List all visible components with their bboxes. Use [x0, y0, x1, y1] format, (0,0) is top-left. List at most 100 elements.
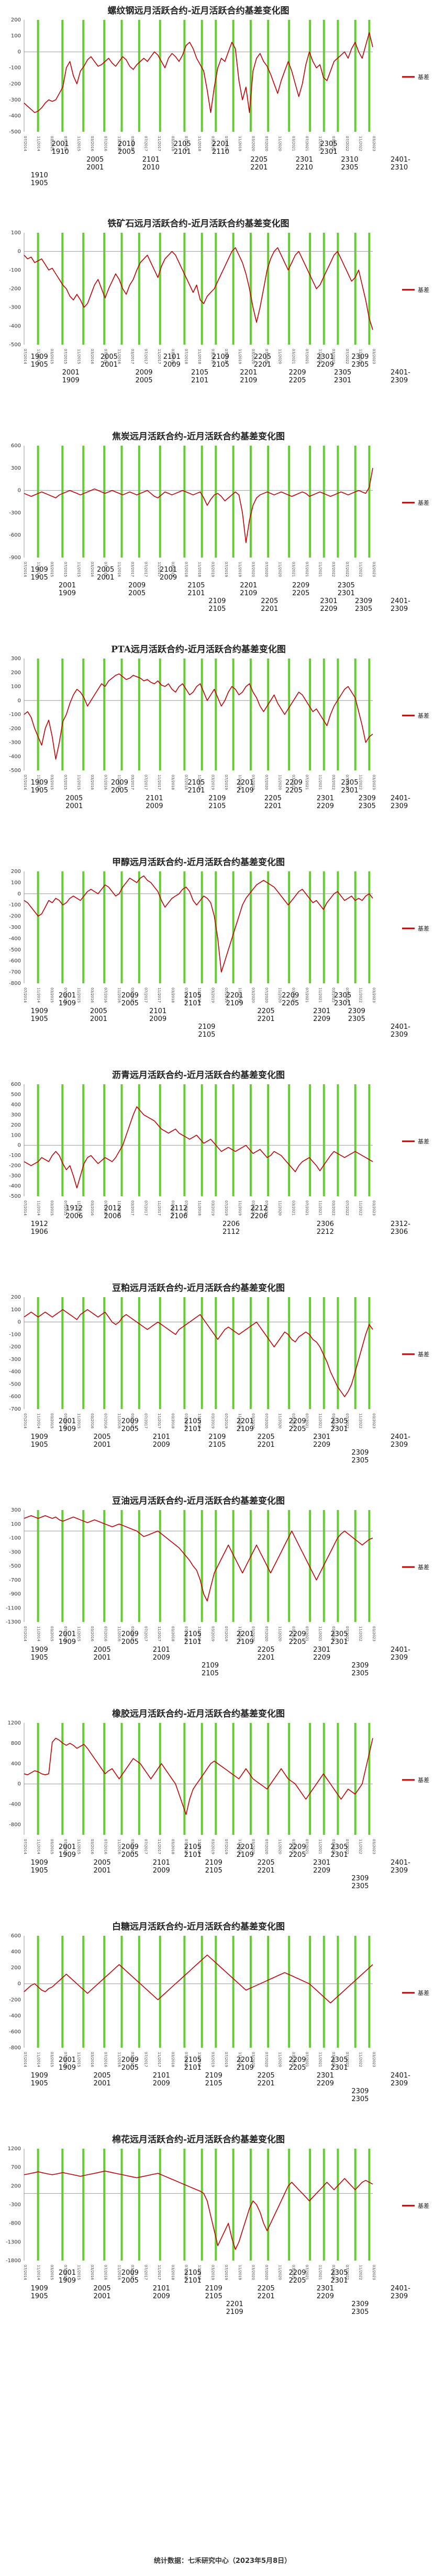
x-tick-label: 07/2017 — [144, 136, 148, 151]
contract-code: 2101 — [187, 589, 205, 597]
x-tick-label: 03/2019 — [211, 136, 215, 151]
contract-code: 2109 — [205, 2285, 222, 2293]
contract-pair-label: 2009 2005 — [121, 992, 139, 1007]
y-tick-label: -1100 — [6, 1605, 21, 1611]
x-tick-label: 03/2017 — [130, 562, 135, 577]
contract-code: 2109 — [208, 795, 226, 802]
contract-code: 2205 — [288, 2064, 306, 2072]
x-tick-label: 03/2016 — [90, 562, 94, 577]
y-tick-label: -100 — [9, 267, 21, 273]
contract-code: 2009 — [128, 582, 146, 589]
x-tick-label: 11/2021 — [318, 1626, 322, 1641]
chart-svg: 螺纹钢远月活跃合约-近月活跃合约基差变化图 200 100 0 -100 -200 -300… — [9, 5, 429, 187]
contract-window-band — [368, 1510, 371, 1622]
contract-window-band — [232, 446, 235, 558]
x-tick-label: 07/2015 — [63, 775, 68, 790]
contract-code: 2309 — [391, 802, 408, 810]
contract-code: 2205 — [282, 1000, 299, 1007]
y-tick-label: -500 — [9, 1194, 21, 1199]
contract-window-band — [61, 20, 64, 132]
y-tick-label: 300 — [11, 1507, 21, 1513]
x-tick-label: 07/2020 — [264, 988, 269, 1003]
contract-window-band — [201, 446, 203, 558]
contract-code: 1905 — [31, 179, 48, 187]
x-tick-label: 07/2022 — [345, 1413, 349, 1428]
contract-pair-label: 2401-2309 — [391, 795, 410, 810]
contract-window-band — [354, 2149, 357, 2261]
contract-code: 2301 — [313, 1646, 330, 1654]
x-tick-label: 03/2017 — [130, 2265, 135, 2280]
x-tick-label: 11/2018 — [197, 988, 202, 1003]
contract-code: 2305 — [334, 369, 351, 377]
contract-window-band — [215, 1510, 217, 1622]
contract-window-band — [82, 2149, 85, 2261]
contract-code: 2305 — [330, 1417, 348, 1425]
contract-pair-label: 2401-2309 — [391, 1859, 410, 1875]
y-tick-label: 100 — [11, 684, 21, 690]
contract-code: 2109 — [240, 377, 257, 384]
contract-code: 1909 — [31, 1859, 48, 1867]
contract-pair-label: 2201 2109 — [226, 992, 243, 1007]
x-tick-label: 03/2021 — [291, 1413, 295, 1428]
contract-code: 2305 — [341, 779, 358, 787]
contract-window-band — [322, 1936, 325, 2048]
contract-window-band — [61, 1084, 64, 1196]
contract-pair-label: 2109 2105 — [208, 1433, 226, 1449]
contract-window-band — [288, 1936, 291, 2048]
contract-window-band — [120, 1084, 123, 1196]
contract-code: 2009 — [121, 992, 139, 1000]
y-tick-label: -200 — [9, 81, 21, 87]
contract-window-band — [215, 233, 217, 345]
x-tick-label: 03/2021 — [291, 1839, 295, 1854]
x-tick-label: 07/2015 — [63, 2265, 68, 2280]
contract-code: 2109 — [237, 1425, 254, 1433]
x-tick-label: 11/2017 — [157, 562, 161, 577]
contract-code: 2009 — [149, 1015, 166, 1023]
contract-code: 2001 — [59, 1843, 76, 1851]
contract-window-band — [183, 1084, 186, 1196]
y-tick-label: -200 — [9, 286, 21, 292]
contract-window-band — [120, 2149, 123, 2261]
contract-code: 2210 — [296, 164, 313, 172]
x-tick-label: 11/2019 — [238, 2052, 242, 2067]
contract-code: 2109 — [237, 1851, 254, 1859]
contract-pair-label: 2305 2301 — [330, 1843, 348, 1859]
contract-code: 2001 — [52, 140, 69, 148]
contract-code: 2301 — [330, 1425, 348, 1433]
contract-pair-label: 2005 2001 — [94, 1859, 111, 1875]
contract-pair-label: 1910 1905 — [31, 172, 48, 187]
x-tick-label: 11/2022 — [358, 1839, 362, 1854]
chart-panel: 甲醇远月活跃合约-近月活跃合约基差变化图 200 100 0 -100 -200 -300 -… — [0, 854, 445, 1050]
y-tick-label: 300 — [11, 1112, 21, 1118]
contract-code: 2305 — [330, 1630, 348, 1638]
x-tick-label: 07/2014 — [23, 988, 27, 1003]
contract-pair-label: 2105 2101 — [184, 1630, 202, 1646]
chart-title: PTA远月活跃合约-近月活跃合约基差变化图 — [111, 644, 286, 655]
contract-code: 2105 — [174, 140, 191, 148]
contract-pair-label: 1909 1905 — [31, 353, 48, 369]
contract-pair-label: 2301 2209 — [313, 1646, 330, 1662]
contract-pair-label: 2201 2109 — [237, 1843, 254, 1859]
y-tick-label: -700 — [9, 1578, 21, 1583]
basis-series-line — [24, 1738, 373, 1815]
contract-code: 2109 — [198, 1023, 215, 1031]
contract-code: 2009 — [121, 1417, 139, 1425]
contract-window-band — [354, 659, 357, 770]
contract-pair-label: 2209 2205 — [288, 1630, 306, 1646]
x-tick-label: 03/2022 — [331, 1413, 336, 1428]
chart-svg: 铁矿石远月活跃合约-近月活跃合约基差变化图 100 0 -100 -200 -300 -40… — [9, 218, 429, 384]
contract-code: 2201 — [237, 1630, 254, 1638]
contract-window-band — [103, 871, 106, 983]
y-tick-label: 1200 — [8, 1720, 21, 1726]
y-tick-label: -600 — [9, 958, 21, 964]
contract-pair-label: 1909 1905 — [31, 566, 48, 582]
contract-code: 2105 — [184, 1630, 202, 1638]
contract-code: 2101 — [187, 787, 205, 795]
contract-code: 2301 — [317, 2072, 334, 2080]
contract-code: 2301 — [320, 148, 337, 156]
contract-pair-label: 2105 2101 — [184, 2269, 202, 2285]
contract-window-band — [138, 1936, 140, 2048]
contract-pair-label: 2401-2309 — [391, 1023, 410, 1039]
contract-pair-label: 2101 2009 — [146, 795, 163, 810]
contract-code: 2009 — [153, 2080, 170, 2087]
